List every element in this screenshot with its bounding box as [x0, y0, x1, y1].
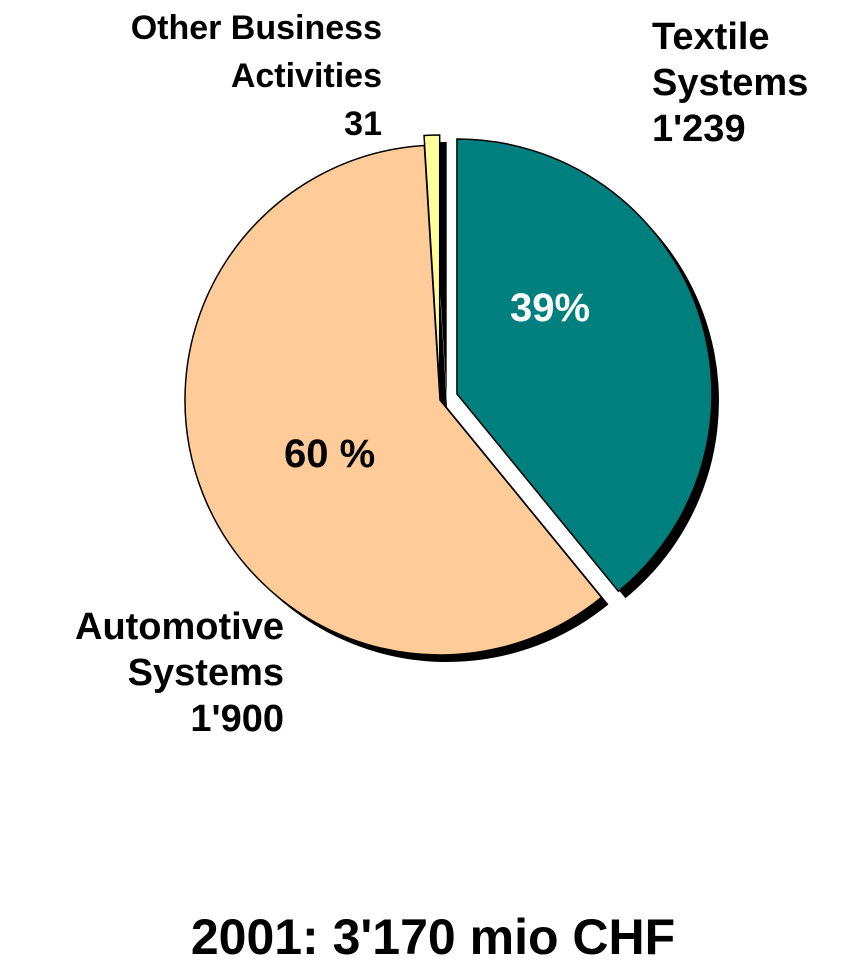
slices: [184, 134, 713, 656]
label-other-name-2: Activities: [230, 57, 382, 95]
label-textile-name-1: Textile: [652, 16, 770, 58]
percent-label-textile: 39%: [510, 286, 591, 330]
percent-label-automotive: 60 %: [284, 432, 376, 476]
label-textile-systems: Textile Systems 1'239: [652, 14, 808, 152]
label-other-business: Other Business Activities 31: [131, 4, 382, 148]
label-automotive-systems: Automotive Systems 1'900: [75, 604, 284, 742]
label-textile-value: 1'239: [652, 108, 746, 150]
chart-title: 2001: 3'170 mio CHF: [190, 909, 676, 965]
slice-textile: [456, 138, 713, 593]
label-auto-name-2: Systems: [127, 652, 284, 694]
slice-other: [423, 134, 441, 391]
slice-auto: [184, 144, 603, 656]
label-other-value: 31: [344, 105, 382, 143]
label-other-name-1: Other Business: [130, 9, 382, 47]
label-textile-name-2: Systems: [652, 62, 809, 104]
label-auto-name-1: Automotive: [75, 606, 284, 648]
label-auto-value: 1'900: [190, 698, 284, 740]
